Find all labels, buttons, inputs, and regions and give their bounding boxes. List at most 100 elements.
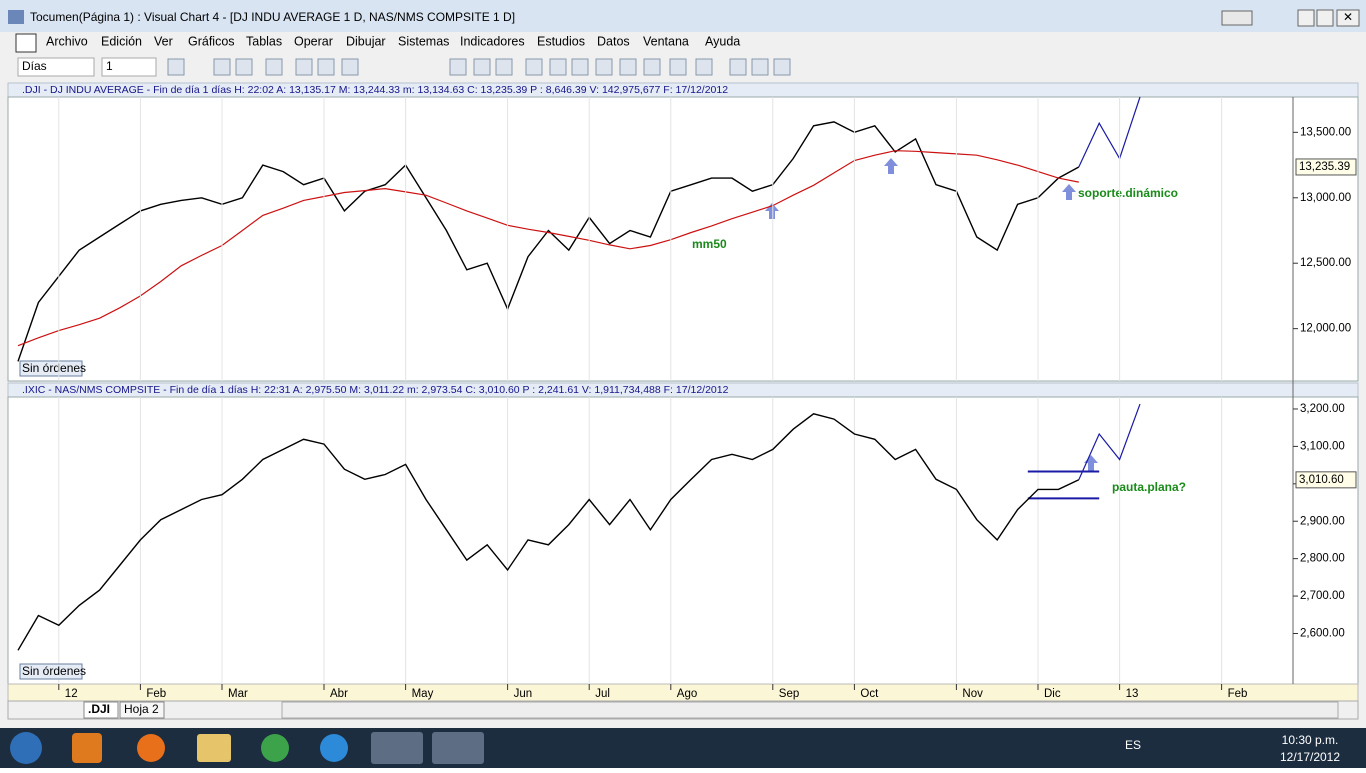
minimize-button[interactable]: [1297, 9, 1315, 27]
tab[interactable]: [83, 701, 119, 719]
status-box: [19, 360, 83, 377]
tool[interactable]: [773, 58, 791, 76]
panel: [7, 96, 1359, 382]
app[interactable]: [197, 734, 231, 762]
tool[interactable]: [525, 58, 543, 76]
y-tick-label: 12,500.00: [1300, 257, 1351, 269]
close-button[interactable]: [1336, 9, 1360, 27]
tab-label: .DJI: [88, 702, 110, 716]
app[interactable]: [320, 734, 348, 762]
y-tick-label: 12,000.00: [1300, 323, 1351, 335]
x-tick-label: 12: [65, 688, 78, 700]
tool[interactable]: [549, 58, 567, 76]
app[interactable]: [137, 734, 165, 762]
app[interactable]: [432, 732, 484, 764]
restore-button[interactable]: [1221, 10, 1253, 26]
tool[interactable]: [235, 58, 253, 76]
compression-select[interactable]: [101, 57, 157, 77]
y-tick-label: 13,500.00: [1300, 126, 1351, 138]
last-value-label: 3,010.60: [1299, 474, 1344, 486]
tool[interactable]: [317, 58, 335, 76]
tool[interactable]: [167, 58, 185, 76]
start-button[interactable]: [10, 732, 42, 764]
x-tick-label: Dic: [1044, 688, 1061, 700]
menu-item[interactable]: Ventana: [643, 34, 689, 48]
price-line: [17, 150, 1079, 347]
menu-item[interactable]: Indicadores: [460, 34, 525, 48]
last-value-label: 13,235.39: [1299, 161, 1350, 173]
annotation: mm50: [692, 237, 727, 251]
x-tick-label: May: [412, 688, 434, 700]
menu-item[interactable]: Dibujar: [346, 34, 386, 48]
arrow: [1062, 184, 1076, 200]
tool[interactable]: [729, 58, 747, 76]
tool[interactable]: [669, 58, 687, 76]
y-tick-label: 2,700.00: [1300, 590, 1345, 602]
menu-item[interactable]: Sistemas: [398, 34, 449, 48]
y-tick-label: 2,900.00: [1300, 515, 1345, 527]
tool[interactable]: [619, 58, 637, 76]
y-tick-label: 3,100.00: [1300, 440, 1345, 452]
window-title: Tocumen(Página 1) : Visual Chart 4 - [DJ…: [30, 10, 515, 24]
price-line: [1078, 96, 1141, 168]
x-tick-label: 13: [1126, 688, 1139, 700]
menu-item[interactable]: Ver: [154, 34, 173, 48]
compression-value: 1: [106, 59, 113, 73]
title-bar: [0, 0, 1366, 32]
x-tick-label: Jul: [595, 688, 610, 700]
tool[interactable]: [643, 58, 661, 76]
tool[interactable]: [695, 58, 713, 76]
menu-item[interactable]: Tablas: [246, 34, 282, 48]
menu-item[interactable]: Edición: [101, 34, 142, 48]
clock-date[interactable]: 12/17/2012: [1280, 750, 1340, 764]
tool[interactable]: [571, 58, 589, 76]
tool[interactable]: [473, 58, 491, 76]
x-tick-label: Nov: [962, 688, 983, 700]
panel: [7, 396, 1359, 685]
menu-item[interactable]: Gráficos: [188, 34, 235, 48]
annotation: soporte.dinámico: [1078, 186, 1178, 200]
x-tick-label: Abr: [330, 688, 348, 700]
panel-header-text: .IXIC - NAS/NMS COMPSITE - Fin de día 1 …: [22, 384, 729, 396]
x-tick-label: Mar: [228, 688, 248, 700]
tab[interactable]: [119, 701, 165, 719]
period-select[interactable]: [17, 57, 95, 77]
menu-item[interactable]: Datos: [597, 34, 630, 48]
toolbar-icons: [167, 58, 791, 76]
price-line: [17, 413, 1080, 651]
tool[interactable]: [449, 58, 467, 76]
menu-bar: [0, 32, 1366, 54]
app[interactable]: [72, 733, 102, 763]
tool[interactable]: [213, 58, 231, 76]
menu-item[interactable]: Estudios: [537, 34, 585, 48]
tool[interactable]: [495, 58, 513, 76]
x-tick-label: Feb: [146, 688, 166, 700]
status-text: Sin órdenes: [22, 664, 86, 678]
menu-item[interactable]: Ayuda: [705, 34, 740, 48]
clock-time[interactable]: 10:30 p.m.: [1282, 733, 1339, 747]
status-text: Sin órdenes: [22, 361, 86, 375]
last-value-box: [1295, 158, 1357, 176]
y-tick-label: 2,600.00: [1300, 628, 1345, 640]
app[interactable]: [261, 734, 289, 762]
tool[interactable]: [751, 58, 769, 76]
maximize-button[interactable]: [1316, 9, 1334, 27]
x-tick-label: Ago: [677, 688, 697, 700]
tool[interactable]: [341, 58, 359, 76]
tool[interactable]: [595, 58, 613, 76]
menu-item[interactable]: Operar: [294, 34, 333, 48]
tool[interactable]: [265, 58, 283, 76]
language[interactable]: ES: [1125, 738, 1141, 752]
y-tick-label: 13,000.00: [1300, 192, 1351, 204]
panel-header-text: .DJI - DJ INDU AVERAGE - Fin de día 1 dí…: [22, 84, 728, 96]
x-tick-label: Feb: [1228, 688, 1248, 700]
app[interactable]: [371, 732, 423, 764]
menu-item[interactable]: Archivo: [46, 34, 88, 48]
app-icon: [8, 10, 24, 24]
last-value-box: [1295, 471, 1357, 489]
tool[interactable]: [295, 58, 313, 76]
menu: Archivo Edición Ver Gráficos Tablas Oper…: [46, 34, 740, 48]
period-value: Días: [22, 59, 47, 73]
scrollbar[interactable]: [281, 701, 1339, 719]
